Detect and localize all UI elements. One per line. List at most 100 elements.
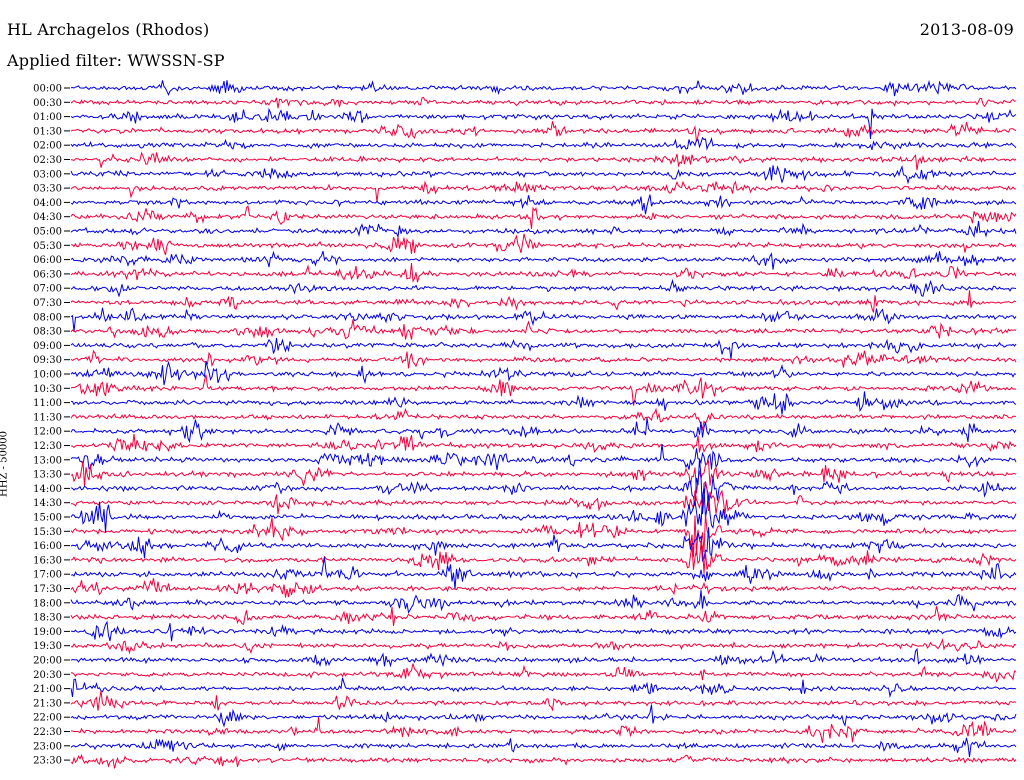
trace-row <box>70 557 1017 590</box>
trace-row <box>70 459 1017 494</box>
trace-row <box>70 180 1017 203</box>
trace-row <box>70 753 1017 769</box>
trace-row <box>70 96 1017 109</box>
row-label: 10:30 <box>33 384 62 395</box>
row-label: 20:00 <box>33 656 62 667</box>
row-label: 18:30 <box>33 613 62 624</box>
row-label: 12:00 <box>33 427 62 438</box>
trace-row <box>70 638 1017 655</box>
trace-row <box>70 590 1017 614</box>
trace-row <box>70 319 1017 340</box>
y-axis-label: HHZ - 50000 <box>0 431 10 497</box>
row-label: 04:00 <box>33 198 62 209</box>
trace-row <box>70 443 1017 471</box>
trace-row <box>70 690 1017 712</box>
trace-row <box>70 391 1017 415</box>
trace-row <box>70 337 1017 360</box>
row-label: 05:30 <box>33 241 62 252</box>
row-label: 04:30 <box>33 212 62 223</box>
row-label: 13:30 <box>33 470 62 481</box>
row-label: 01:00 <box>33 112 62 123</box>
trace-row <box>70 307 1017 332</box>
trace-row <box>70 578 1017 598</box>
row-label: 10:00 <box>33 370 62 381</box>
row-label: 18:00 <box>33 598 62 609</box>
row-label: 16:00 <box>33 541 62 552</box>
row-label: 02:30 <box>33 155 62 166</box>
trace-row <box>70 278 1017 298</box>
row-label: 06:30 <box>33 269 62 280</box>
row-label: 03:30 <box>33 184 62 195</box>
date-label: 2013-08-09 <box>919 20 1014 39</box>
row-label: 13:00 <box>33 455 62 466</box>
row-label: 09:00 <box>33 341 62 352</box>
row-label: 02:00 <box>33 141 62 152</box>
row-label: 08:30 <box>33 327 62 338</box>
trace-row <box>70 250 1016 270</box>
trace-row <box>70 663 1017 683</box>
trace-row <box>70 433 1017 453</box>
row-label: 15:30 <box>33 527 62 538</box>
row-label: 21:30 <box>33 698 62 709</box>
trace-row <box>70 737 1017 758</box>
trace-row <box>70 514 1017 558</box>
trace-row <box>70 374 1017 406</box>
row-label: 17:00 <box>33 570 62 581</box>
trace-row <box>70 717 1017 743</box>
trace-row <box>70 620 1017 642</box>
row-label: 11:00 <box>33 398 62 409</box>
trace-row <box>70 263 1017 283</box>
trace-row <box>70 677 1017 698</box>
trace-row <box>70 704 1017 728</box>
row-label: 22:00 <box>33 713 62 724</box>
row-label: 03:00 <box>33 169 62 180</box>
trace-row <box>70 647 1017 668</box>
row-label: 08:00 <box>33 312 62 323</box>
row-label: 00:30 <box>33 98 62 109</box>
row-label: 12:30 <box>33 441 62 452</box>
row-label: 20:30 <box>33 670 62 681</box>
row-label: 09:30 <box>33 355 62 366</box>
station-title: HL Archagelos (Rhodos) <box>7 20 210 39</box>
filter-label: Applied filter: WWSSN-SP <box>7 51 225 70</box>
trace-row <box>70 290 1017 313</box>
trace-row <box>70 107 1017 139</box>
row-label: 19:00 <box>33 627 62 638</box>
trace-row <box>70 360 1017 386</box>
row-label: 17:30 <box>33 584 62 595</box>
trace-row <box>70 79 1017 97</box>
row-label: 14:00 <box>33 484 62 495</box>
trace-row <box>70 136 1017 151</box>
trace-row <box>70 121 1017 142</box>
trace-row <box>70 488 1017 533</box>
row-label: 07:30 <box>33 298 62 309</box>
trace-row <box>70 417 1017 444</box>
trace-row <box>70 233 1017 256</box>
trace-row <box>70 349 1017 369</box>
row-label: 23:30 <box>33 756 62 767</box>
row-label: 22:30 <box>33 727 62 738</box>
row-label: 06:00 <box>33 255 62 266</box>
row-label: 11:30 <box>33 412 62 423</box>
row-label: 21:00 <box>33 684 62 695</box>
row-label: 16:30 <box>33 555 62 566</box>
trace-row <box>70 194 1017 215</box>
row-label: 00:00 <box>33 84 62 95</box>
trace-row <box>70 151 1017 171</box>
trace-row <box>70 205 1017 229</box>
row-label: 23:00 <box>33 741 62 752</box>
trace-row <box>70 481 1017 515</box>
trace-row <box>70 458 1017 515</box>
row-label: 01:30 <box>33 126 62 137</box>
row-label: 19:30 <box>33 641 62 652</box>
trace-row <box>70 527 1017 562</box>
row-label: 15:00 <box>33 513 62 524</box>
trace-row <box>70 164 1017 185</box>
row-label: 05:00 <box>33 227 62 238</box>
trace-row <box>70 541 1017 574</box>
trace-row <box>70 606 1017 627</box>
trace-row <box>70 407 1017 432</box>
row-label: 14:30 <box>33 498 62 509</box>
trace-row <box>70 220 1017 239</box>
